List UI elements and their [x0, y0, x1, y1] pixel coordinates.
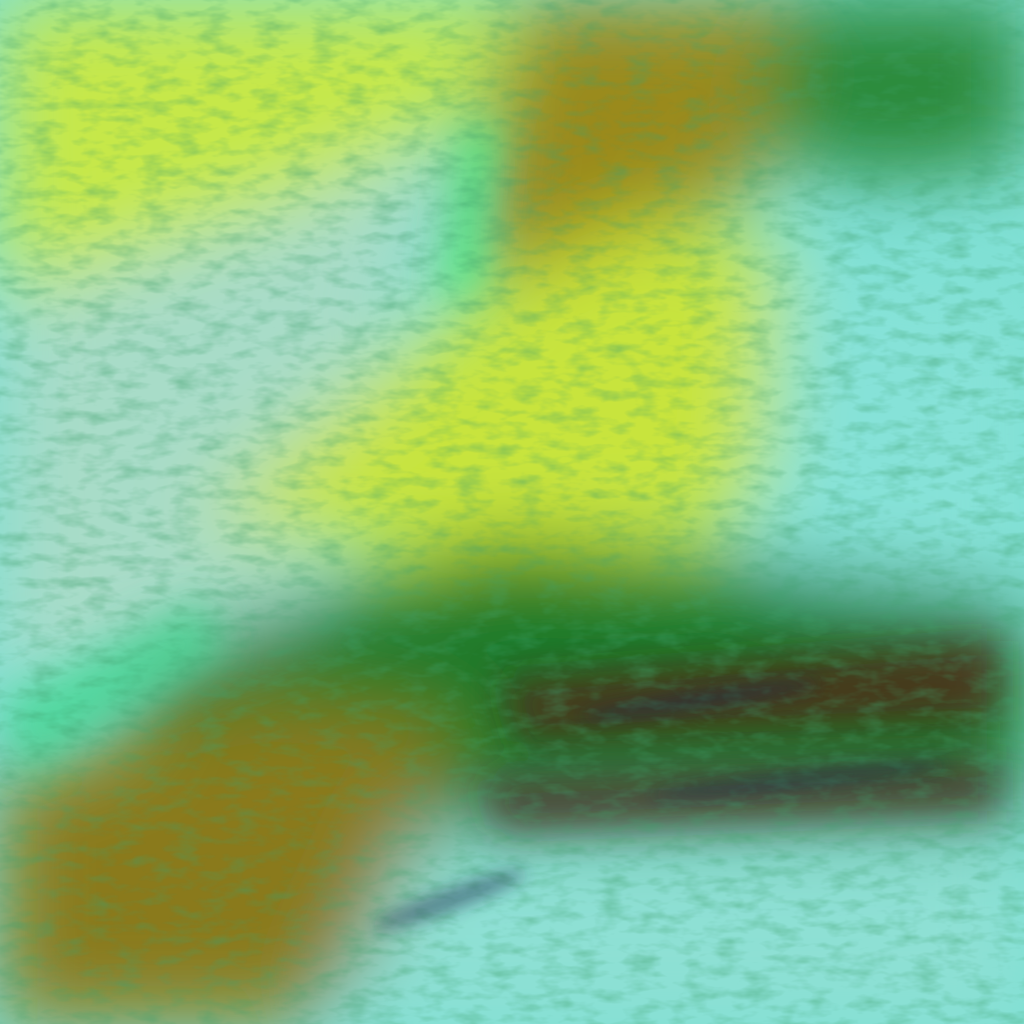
dark-spot [374, 871, 526, 929]
dark-spot [581, 681, 819, 719]
dark-spot [650, 762, 950, 798]
